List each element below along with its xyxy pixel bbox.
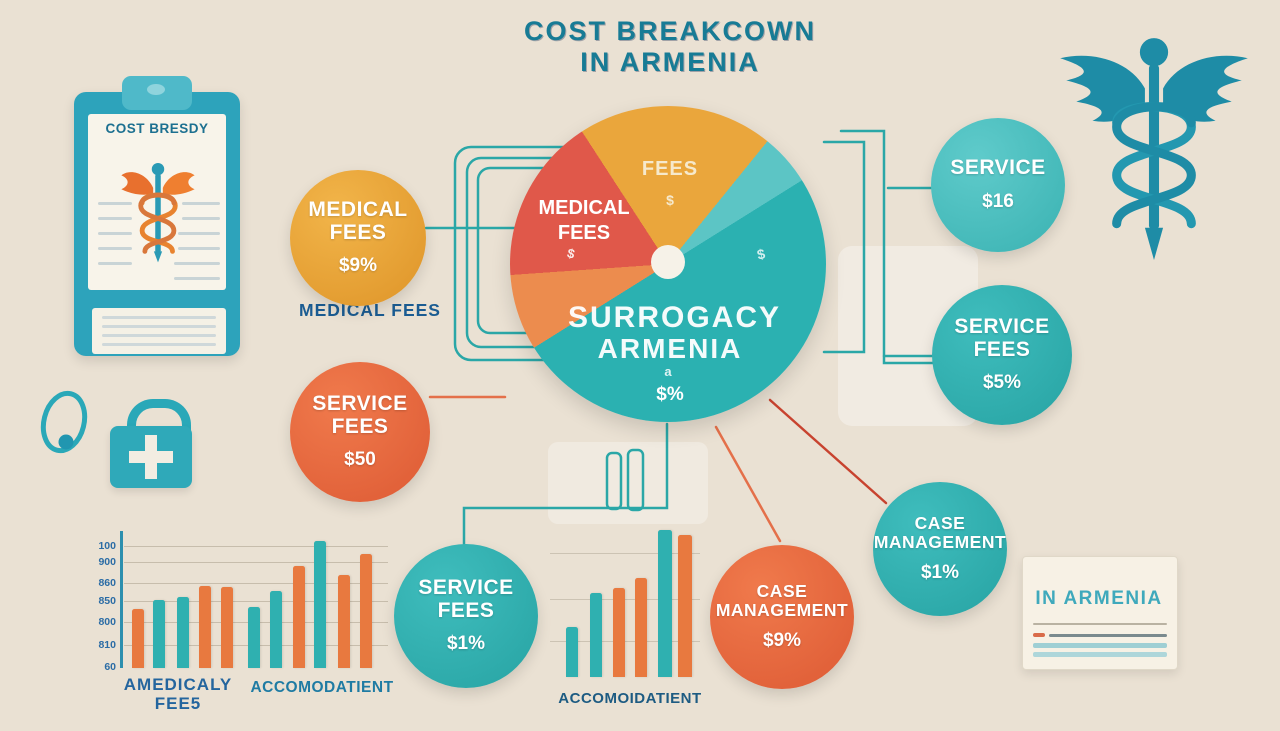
left-chart-label-accommodation: ACCOMODATIENT [250,679,394,696]
bubble-value: $9% [762,630,802,652]
bubble-label: FEES [331,414,389,438]
armenia-card-title: IN ARMENIA [1035,588,1163,609]
page-title-line1: COST BREAKCOWN [524,16,816,46]
bar [566,627,578,677]
medical-fees-caption: MEDICAL FEES [299,300,441,320]
y-axis-tick: 900 [98,556,116,568]
center-chart-bars [550,515,700,677]
bubble-value: $9% [338,255,378,277]
page-title: COST BREAKCOWN IN ARMENIA [440,16,900,78]
bubble-service-top-right: SERVICE $16 [931,118,1065,252]
page-title-line2: IN ARMENIA [580,47,760,78]
pie-slice-label-fees: FEES [641,158,699,180]
pie-slice-fees-dollar-glyph: $ [666,192,674,208]
clipboard-text-lines [88,114,226,290]
stethoscope-loop-icon [40,390,88,454]
center-chart-label-accommodation: ACCOMOIDATIENT [558,690,702,707]
pie-center-small-glyph: a [664,364,672,379]
caduceus-icon [1060,38,1248,260]
pie-center-label-line2: ARMENIA [597,333,743,364]
x-axis-label: FEE5 [154,693,202,713]
center-bar-chart [550,515,700,677]
bubble-case-management-orange: CASE MANAGEMENT $9% [710,545,854,689]
bar [199,586,211,668]
y-axis-tick: 100 [98,540,116,552]
bubble-label: MANAGEMENT [715,599,849,620]
bubble-case-management-teal: CASE MANAGEMENT $1% [873,482,1007,616]
bar [248,607,260,668]
y-axis-tick: 810 [98,639,116,651]
bar [338,575,350,668]
bubble-label: CASE [914,512,966,533]
bar [221,587,233,668]
bubble-value: $1% [920,562,960,584]
bar [177,597,189,668]
y-axis-tick: 850 [98,595,116,607]
left-chart-bars [90,525,400,668]
bubble-service-fees-right: SERVICE FEES $5% [932,285,1072,425]
bar [658,530,672,677]
bubble-value: $50 [344,449,376,471]
bubble-value: $5% [982,372,1022,394]
medical-bag-handle [127,399,191,440]
bubble-service-fees-left: SERVICE FEES $50 [290,362,430,502]
bubble-label: SERVICE [950,156,1046,180]
bar [613,588,625,677]
medical-bag-cross-v [145,435,157,479]
bar [635,578,647,677]
bubble-service-fees-bottom: SERVICE FEES $1% [394,544,538,688]
pie-slice-label-medical-line1: MEDICAL [538,197,630,219]
pie-slice-label-medical-line2: FEES [557,222,611,244]
pie-center-dot [651,245,685,279]
bar [270,591,282,668]
y-axis-tick: 800 [98,616,116,628]
y-axis-line [120,531,123,668]
bubble-label: CASE [756,580,808,601]
bubble-value: $1% [446,633,486,655]
y-axis-tick: 860 [98,577,116,589]
bubble-value: $16 [982,190,1014,212]
bar [360,554,372,668]
bubble-label: FEES [973,337,1031,361]
pie-center-label-line1: SURROGACY [568,301,782,334]
clipboard-clip-hole [147,84,165,95]
bubble-label: MEDICAL [308,197,408,221]
bubble-label: FEES [329,220,387,244]
bar [314,541,326,668]
armenia-card [1022,556,1178,670]
left-chart-label-medical: AMEDICALY FEE5 [108,675,248,713]
bubble-label: SERVICE [418,575,514,599]
clipboard-caduceus-icon [121,162,195,263]
bubble-label: FEES [437,598,495,622]
bar [153,600,165,668]
x-axis-label: AMEDICALY [123,675,233,694]
bubble-label: MANAGEMENT [873,531,1007,552]
y-axis-tick: 60 [104,661,116,673]
bubble-label: SERVICE [312,391,408,415]
bar [678,535,692,677]
left-chart-y-axis-ticks: 100 900 860 850 800 810 60 [86,525,116,685]
clipboard-bottom-sheet [92,308,226,354]
bar [590,593,602,677]
left-bar-chart [90,525,400,668]
bubble-label: SERVICE [954,314,1050,338]
bar [132,609,144,668]
clipboard-title: COST BRESDY [105,121,209,136]
bar [293,566,305,668]
bubble-medical-fees: MEDICAL FEES $9% [290,170,426,306]
pie-center-value: $% [656,384,684,405]
